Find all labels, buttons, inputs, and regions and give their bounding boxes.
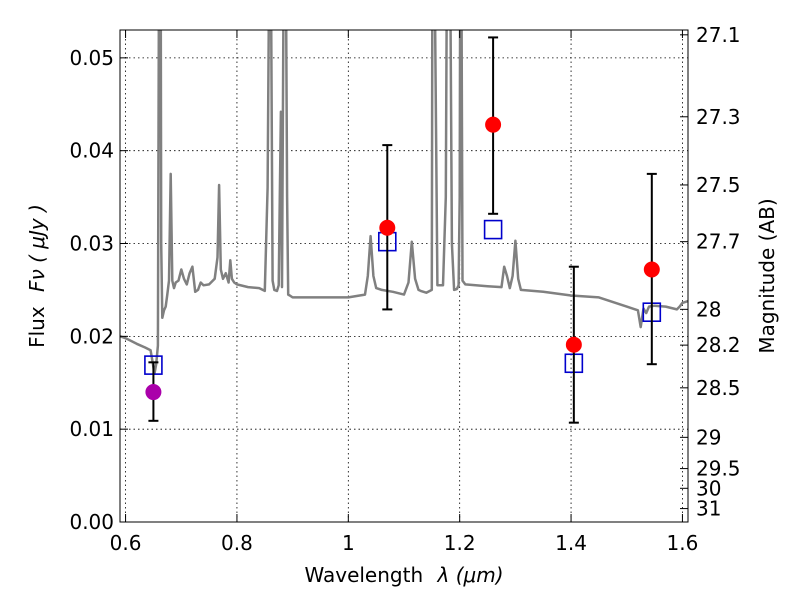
x-tick-label: 0.8 xyxy=(221,531,253,555)
plot-area xyxy=(120,30,688,424)
y2-tick-label: 27.7 xyxy=(696,230,741,254)
grid xyxy=(120,30,688,523)
y2-tick-label: 28.5 xyxy=(696,376,741,400)
y2-tick-label: 27.1 xyxy=(696,23,741,47)
observed-point xyxy=(379,219,396,236)
observed-point xyxy=(565,336,582,353)
y2-tick-label: 29 xyxy=(696,425,721,449)
spectrum-line xyxy=(120,30,688,375)
y2-tick-label: 28.2 xyxy=(696,333,741,357)
observed-point xyxy=(485,116,502,133)
y-tick-label: 0.01 xyxy=(69,417,114,441)
y2-tick-label: 27.3 xyxy=(696,105,741,129)
x-axis-label: Wavelength λ (μm) xyxy=(304,563,503,587)
y2-tick-label: 27.5 xyxy=(696,173,741,197)
ticks: 0.6 0.8 1 1.2 1.4 1.6 0.00 0.01 0.02 0.03 0.04 0.05… xyxy=(69,23,740,555)
x-tick-label: 1.2 xyxy=(444,531,476,555)
y2-tick-label: 31 xyxy=(696,497,721,521)
y-tick-label: 0.03 xyxy=(69,232,114,256)
observed-point xyxy=(145,384,162,401)
model-square-marker xyxy=(483,219,503,240)
y2-tick-label: 28 xyxy=(696,297,721,321)
x-tick-label: 1.6 xyxy=(667,531,699,555)
y2-axis-label: Magnitude (AB) xyxy=(755,198,779,353)
x-tick-label: 1.4 xyxy=(555,531,587,555)
y-tick-label: 0.04 xyxy=(69,139,114,163)
y-tick-label: 0.02 xyxy=(69,324,114,348)
x-tick-label: 0.6 xyxy=(110,531,142,555)
observed-point xyxy=(643,261,660,278)
y2-tick-label: 29.5 xyxy=(696,457,741,481)
y2-tick-label: 30 xyxy=(696,476,721,500)
y-axis-label: Flux Fν ( μJy ) xyxy=(25,204,49,348)
y-tick-label: 0.05 xyxy=(69,46,114,70)
plot-frame xyxy=(119,29,689,523)
y-tick-label: 0.00 xyxy=(69,510,114,534)
x-tick-label: 1 xyxy=(342,531,355,555)
